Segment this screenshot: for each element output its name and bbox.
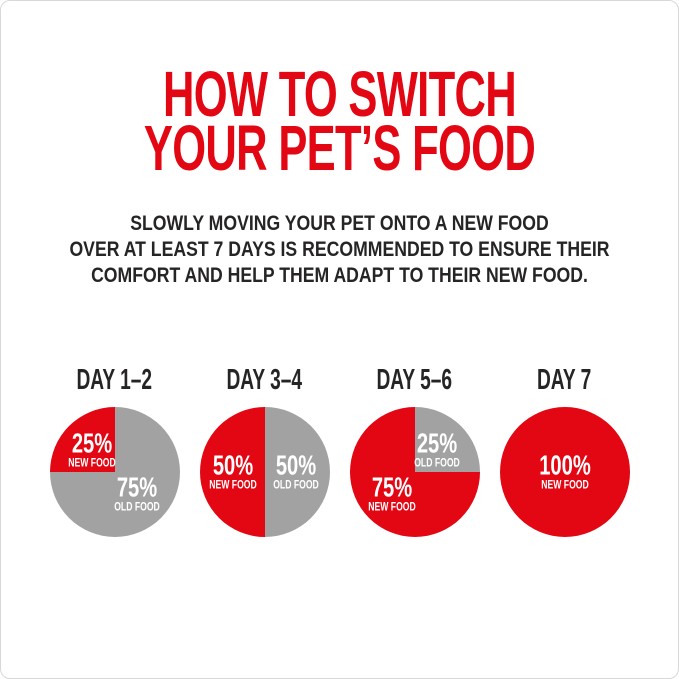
pie-chart-day-1-2: 25% NEW FOOD 75% OLD FOOD [49,407,180,537]
slice-label-old-food: 50% OLD FOOD [272,449,319,492]
slice-name: NEW FOOD [540,477,589,492]
pie-chart-day-7: 100% NEW FOOD [499,407,630,537]
pie-chart-day-5-6: 75% NEW FOOD 25% OLD FOOD [349,407,480,537]
slice-name: OLD FOOD [113,499,160,514]
subtitle-line-2: OVER AT LEAST 7 DAYS IS RECOMMENDED TO E… [69,238,610,261]
slice-name: NEW FOOD [209,477,258,492]
slice-name: OLD FOOD [413,455,460,470]
slice-percent: 25% [72,427,113,459]
pie-chart-row: DAY 1–2 25% NEW FOOD 75% OLD FOOD DAY 3–4 50% N… [1,365,678,537]
subtitle: SLOWLY MOVING YOUR PET ONTO A NEW FOOD O… [1,175,678,289]
subtitle-line-1: SLOWLY MOVING YOUR PET ONTO A NEW FOOD [130,212,549,235]
slice-name: NEW FOOD [68,455,117,470]
slice-percent: 75% [372,471,413,503]
slice-label-old-food: 75% OLD FOOD [113,471,160,514]
pie-column-day-5-6: DAY 5–6 75% NEW FOOD 25% OLD FOOD [349,364,480,537]
page-title-line-2: YOUR PET’S FOOD [143,112,536,184]
pie-title-day-3-4: DAY 3–4 [226,364,303,396]
slice-label-new-food: 100% NEW FOOD [538,449,591,492]
page-title-line-1: HOW TO SWITCH [163,58,517,130]
slice-percent: 50% [213,449,254,481]
page-title: HOW TO SWITCH YOUR PET’S FOOD [1,1,678,184]
subtitle-line-3: COMFORT AND HELP THEM ADAPT TO THEIR NEW… [91,264,588,287]
slice-name: NEW FOOD [368,499,417,514]
pie-column-day-7: DAY 7 100% NEW FOOD [499,364,630,537]
slice-label-new-food: 25% NEW FOOD [68,427,117,470]
pie-column-day-3-4: DAY 3–4 50% NEW FOOD 50% OLD FOOD [199,364,330,537]
pie-title-day-5-6: DAY 5–6 [376,364,453,396]
pie-chart-day-3-4: 50% NEW FOOD 50% OLD FOOD [199,407,330,537]
slice-label-new-food: 75% NEW FOOD [368,471,417,514]
slice-percent: 75% [116,471,157,503]
pie-title-day-7: DAY 7 [537,364,592,396]
slice-label-old-food: 25% OLD FOOD [413,427,460,470]
slice-percent: 50% [275,449,316,481]
pie-title-day-1-2: DAY 1–2 [76,364,153,396]
slice-percent: 25% [416,427,457,459]
slice-percent: 100% [538,449,591,481]
slice-label-new-food: 50% NEW FOOD [209,449,258,492]
slice-name: OLD FOOD [272,477,319,492]
pie-column-day-1-2: DAY 1–2 25% NEW FOOD 75% OLD FOOD [49,364,180,537]
